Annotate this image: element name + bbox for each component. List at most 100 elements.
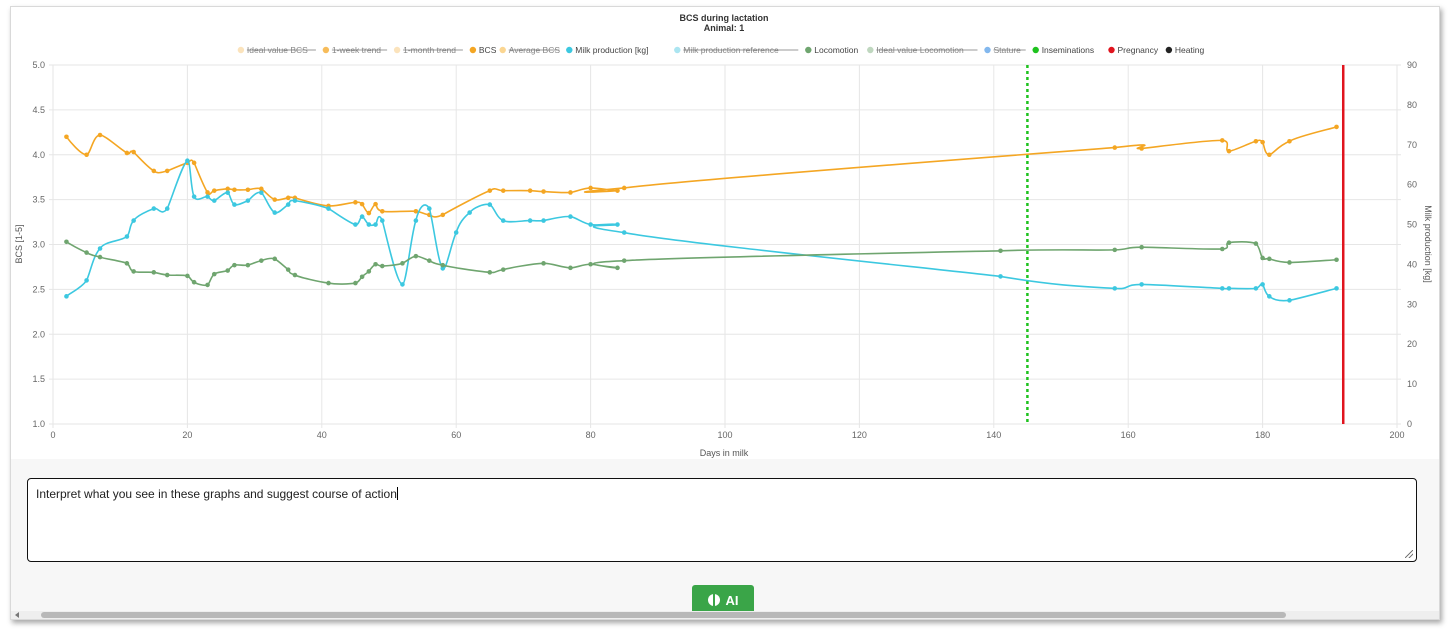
legend-label: Locomotion bbox=[814, 45, 858, 55]
milk-production-kg-point bbox=[1253, 286, 1259, 291]
locomotion-point bbox=[400, 261, 405, 266]
lactation-chart: 0 20 40 60 80 100 120 140 160 180 2001.01.52.02.53… bbox=[14, 13, 1433, 458]
chart-subtitle: Animal: 1 bbox=[704, 23, 745, 33]
locomotion-point bbox=[998, 248, 1003, 254]
milk-production-kg-point bbox=[615, 222, 620, 227]
bcs-point bbox=[1334, 124, 1339, 130]
locomotion-point bbox=[440, 262, 446, 268]
bcs-point bbox=[621, 185, 627, 191]
bcs-point bbox=[440, 212, 446, 218]
milk-production-kg-point bbox=[1139, 282, 1144, 287]
milk-production-kg-point bbox=[373, 222, 378, 227]
milk-production-kg-point bbox=[131, 218, 136, 223]
locomotion-point bbox=[1219, 246, 1225, 252]
milk-production-kg-point bbox=[379, 218, 385, 223]
y-right-tick-label: 70 bbox=[1407, 140, 1417, 150]
milk-production-kg-point bbox=[588, 222, 593, 227]
milk-production-kg-point bbox=[1267, 294, 1272, 299]
locomotion-point bbox=[615, 265, 620, 271]
prompt-textarea[interactable]: Interpret what you see in these graphs a… bbox=[27, 478, 1417, 562]
milk-production-kg-point bbox=[500, 218, 506, 223]
locomotion-point bbox=[131, 269, 136, 274]
x-tick-label: 0 bbox=[50, 430, 55, 440]
locomotion-legend-dot bbox=[805, 46, 812, 54]
milk-production-kg-point bbox=[1287, 298, 1292, 303]
pregnancy-legend-dot bbox=[1108, 46, 1115, 54]
x-tick-label: 120 bbox=[852, 430, 867, 440]
x-tick-label: 20 bbox=[182, 430, 192, 440]
x-tick-label: 60 bbox=[451, 430, 461, 440]
locomotion-point bbox=[326, 280, 331, 286]
chart-window: 0 20 40 60 80 100 120 140 160 180 200 1.0 1.5 2.0 2.5 3… bbox=[10, 6, 1440, 620]
bcs-point bbox=[1287, 138, 1292, 144]
horizontal-scrollbar[interactable] bbox=[11, 611, 1439, 619]
bcs-point bbox=[366, 210, 372, 216]
milk-production-kg-point bbox=[1112, 286, 1118, 291]
1-month-trend-legend-dot bbox=[393, 46, 401, 54]
milk-production-kg-point bbox=[245, 198, 251, 203]
milk-production-kg-point bbox=[232, 202, 237, 207]
milk-production-kg-point bbox=[285, 202, 291, 207]
locomotion-point bbox=[211, 271, 217, 277]
x-tick-label: 80 bbox=[586, 430, 596, 440]
chart-title: BCS during lactation bbox=[679, 13, 768, 23]
locomotion-point bbox=[64, 239, 69, 245]
x-tick-label: 160 bbox=[1121, 430, 1136, 440]
bcs-point bbox=[164, 168, 170, 174]
locomotion-point bbox=[1226, 240, 1232, 246]
scroll-left-icon[interactable] bbox=[15, 612, 19, 618]
chart-series bbox=[64, 124, 1339, 303]
bcs-point bbox=[500, 188, 506, 193]
ai-button-label: AI bbox=[725, 592, 739, 608]
y-left-tick-label: 4.5 bbox=[32, 105, 45, 115]
locomotion-point bbox=[185, 273, 190, 279]
y-left-tick-label: 5.0 bbox=[32, 60, 45, 70]
locomotion-point bbox=[413, 253, 419, 259]
bcs-point bbox=[205, 190, 210, 195]
brain-icon bbox=[707, 594, 720, 606]
bcs-point bbox=[1112, 145, 1118, 150]
milk-production-kg-point bbox=[211, 198, 217, 203]
y-right-tick-label: 50 bbox=[1407, 220, 1417, 230]
bcs-point bbox=[379, 208, 385, 214]
locomotion-point bbox=[359, 274, 365, 280]
x-axis-label: Days in milk bbox=[700, 448, 749, 458]
ideal-value-bcs-legend-dot bbox=[237, 46, 245, 54]
chart-grid bbox=[49, 64, 1401, 428]
bcs-point bbox=[245, 187, 251, 193]
scrollbar-thumb[interactable] bbox=[41, 612, 1286, 618]
locomotion-point bbox=[232, 262, 237, 268]
milk-production-kg-point bbox=[191, 194, 197, 199]
milk-production-kg-point bbox=[205, 194, 210, 199]
bcs-point bbox=[272, 197, 278, 202]
milk-production-kg-point bbox=[292, 198, 298, 203]
bcs-point bbox=[1253, 138, 1259, 144]
milk-production-kg-point bbox=[413, 218, 419, 223]
resize-handle-icon[interactable] bbox=[1405, 550, 1413, 558]
bcs-point bbox=[527, 188, 533, 193]
milk-production-kg-line bbox=[65, 159, 1337, 302]
milk-production-kg-point bbox=[185, 158, 190, 164]
prompt-text: Interpret what you see in these graphs a… bbox=[36, 487, 397, 501]
x-tick-label: 140 bbox=[986, 430, 1001, 440]
ai-button[interactable]: AI bbox=[692, 585, 754, 615]
y-right-tick-label: 0 bbox=[1407, 419, 1412, 429]
bcs-point bbox=[97, 132, 103, 138]
locomotion-point bbox=[1334, 257, 1339, 263]
milk-production-kg-point bbox=[467, 210, 472, 215]
bcs-point bbox=[615, 188, 620, 193]
bcs-point bbox=[353, 200, 358, 205]
locomotion-point bbox=[245, 262, 251, 268]
milk-production-kg--legend-dot bbox=[566, 46, 573, 54]
locomotion-point bbox=[225, 268, 231, 273]
locomotion-point bbox=[541, 261, 546, 266]
locomotion-point bbox=[97, 254, 103, 260]
bcs-point bbox=[64, 134, 69, 140]
locomotion-point bbox=[568, 265, 573, 271]
milk-production-kg-point bbox=[1226, 286, 1232, 291]
y-left-tick-label: 1.0 bbox=[32, 419, 45, 429]
milk-production-kg-point bbox=[400, 282, 405, 287]
locomotion-point bbox=[1287, 260, 1292, 265]
locomotion-point bbox=[1253, 241, 1259, 246]
y-axis-left-label: BCS [1-5] bbox=[14, 224, 24, 263]
